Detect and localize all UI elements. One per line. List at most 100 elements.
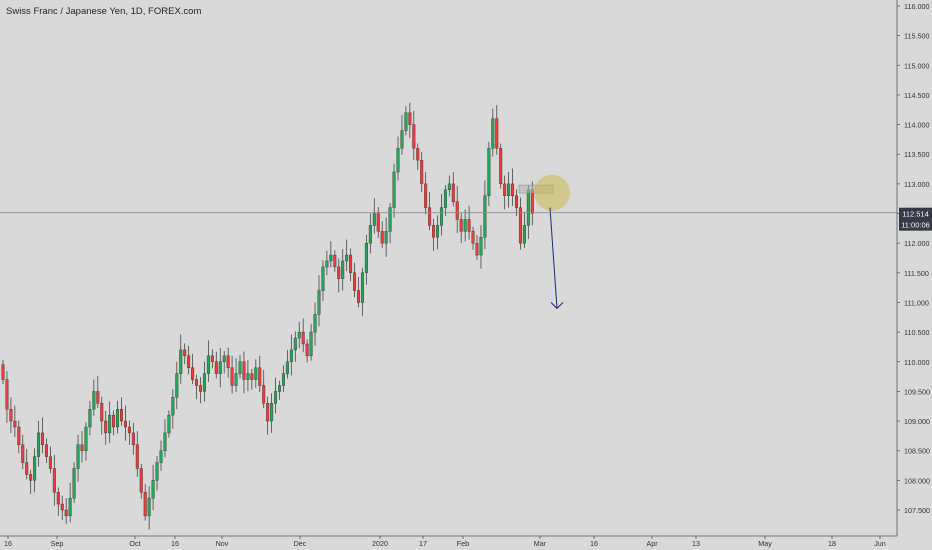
candle-up — [246, 373, 250, 380]
candle-down — [305, 343, 309, 357]
candle-up — [254, 367, 258, 380]
candle-up — [163, 432, 167, 451]
candle-up — [447, 183, 451, 191]
time-tick-label: Mar — [534, 539, 547, 548]
price-tick-label: 108.500 — [904, 447, 930, 456]
candle-down — [44, 444, 48, 457]
candle-up — [463, 219, 467, 232]
candle-down — [143, 492, 147, 517]
candle-down — [135, 444, 139, 469]
price-tick-label: 111.500 — [904, 269, 929, 278]
candle-up — [329, 254, 333, 262]
candle-up — [507, 183, 511, 196]
candle-up — [317, 290, 321, 315]
candle-down — [376, 213, 380, 232]
time-tick-label: 16 — [4, 539, 12, 548]
time-tick-label: 2020 — [372, 539, 388, 548]
price-tick-label: 109.500 — [904, 387, 930, 396]
price-axis[interactable]: 116.000 115.500 115.000 114.500 114.000 113.5… — [897, 2, 930, 515]
candle-up — [108, 414, 112, 434]
candle-up — [297, 331, 301, 339]
time-tick-label: Sep — [51, 539, 64, 548]
candle-up — [281, 373, 285, 386]
price-tick-label: 110.000 — [904, 358, 929, 367]
price-tag-bg — [899, 207, 932, 231]
candle-down — [104, 420, 108, 434]
candle-up — [155, 462, 159, 481]
candle-up — [388, 207, 392, 232]
candle-up — [491, 118, 495, 149]
candle-up — [487, 148, 491, 196]
price-tick-label: 114.500 — [904, 91, 929, 100]
candle-down — [428, 207, 432, 226]
candle-down — [195, 379, 199, 386]
candle-up — [443, 189, 447, 208]
candle-down — [455, 201, 459, 220]
candle-up — [218, 361, 222, 374]
candle-up — [341, 260, 345, 279]
candle-down — [250, 373, 254, 380]
candle-down — [52, 468, 56, 493]
candle-up — [364, 242, 368, 274]
candle-down — [230, 367, 234, 386]
candle-up — [278, 385, 282, 392]
candle-down — [127, 426, 131, 434]
candle-down — [191, 367, 195, 380]
countdown-label: 11:00:06 — [901, 221, 930, 230]
candle-up — [76, 444, 80, 469]
candle-down — [9, 409, 13, 422]
price-tick-label: 108.000 — [904, 476, 930, 485]
price-tick-label: 109.000 — [904, 417, 930, 426]
candle-down — [56, 492, 60, 505]
down-arrow-shaft — [549, 207, 558, 309]
candle-down — [518, 207, 522, 244]
candle-down — [511, 183, 515, 196]
candle-up — [171, 397, 175, 416]
time-tick-label: 17 — [419, 539, 427, 548]
candle-down — [17, 426, 21, 445]
candle-up — [368, 225, 372, 244]
candle-down — [1, 364, 5, 380]
candle-down — [416, 148, 420, 161]
time-tick-label: Feb — [457, 539, 469, 548]
candle-down — [119, 409, 123, 422]
candle-up — [483, 195, 487, 238]
candle-down — [210, 355, 214, 362]
candle-down — [5, 379, 9, 410]
time-tick-label: Nov — [216, 539, 229, 548]
candle-down — [420, 159, 424, 185]
candle-up — [92, 391, 96, 410]
time-tick-label: May — [758, 539, 772, 548]
time-tick-label: 18 — [828, 539, 836, 548]
candle-up — [72, 468, 76, 499]
time-axis[interactable]: 16 Sep Oct 16 Nov Dec 2020 17 Feb Mar 16 Apr 13 May 18… — [4, 536, 886, 548]
candle-up — [400, 130, 404, 149]
candle-down — [60, 503, 64, 511]
candle-down — [258, 367, 262, 386]
candle-down — [64, 509, 68, 517]
candle-down — [467, 219, 471, 232]
candle-down — [471, 231, 475, 244]
price-tick-label: 116.000 — [904, 2, 929, 11]
candle-up — [384, 231, 388, 244]
candle-up — [285, 361, 289, 374]
time-tick-label: Apr — [646, 539, 658, 548]
candle-up — [84, 426, 88, 451]
price-tick-label: 112.000 — [904, 239, 929, 248]
candle-down — [187, 355, 191, 368]
candle-up — [360, 272, 364, 303]
candle-down — [301, 331, 305, 345]
candle-up — [321, 266, 325, 291]
candle-up — [439, 207, 443, 226]
highlight-circle — [534, 174, 570, 211]
candle-down — [337, 266, 341, 279]
time-tick-label: Oct — [129, 539, 140, 548]
candle-down — [530, 189, 534, 214]
down-arrow-head — [550, 302, 564, 310]
candle-up — [159, 450, 163, 463]
candle-down — [408, 112, 412, 125]
candle-down — [515, 195, 519, 208]
candle-up — [522, 225, 526, 244]
